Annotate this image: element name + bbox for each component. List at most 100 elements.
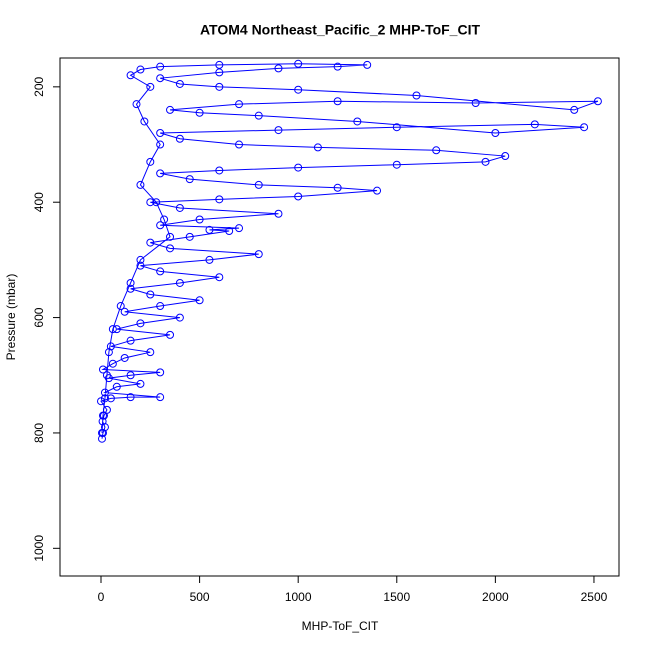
data-point <box>166 232 175 241</box>
data-point <box>333 62 342 71</box>
data-point <box>136 180 145 189</box>
data-point <box>132 100 141 109</box>
y-tick-label: 800 <box>32 423 46 443</box>
data-point <box>530 120 539 129</box>
x-tick-label: 2500 <box>581 590 608 604</box>
data-point <box>175 79 184 88</box>
data-point <box>235 140 244 149</box>
data-point <box>120 307 129 316</box>
data-point <box>106 394 115 403</box>
data-point <box>274 209 283 218</box>
data-point <box>373 186 382 195</box>
data-point <box>136 379 145 388</box>
y-tick-label: 600 <box>32 307 46 327</box>
data-point <box>156 62 165 71</box>
data-point <box>156 169 165 178</box>
data-point <box>392 160 401 169</box>
data-point <box>100 388 109 397</box>
data-point <box>195 215 204 224</box>
y-tick-label: 200 <box>32 77 46 97</box>
data-point <box>580 123 589 132</box>
data-point <box>104 348 113 357</box>
data-point <box>126 71 135 80</box>
data-point <box>225 227 234 236</box>
data-point <box>313 143 322 152</box>
data-point <box>152 198 161 207</box>
x-tick-label: 0 <box>98 590 105 604</box>
data-point <box>146 157 155 166</box>
data-point <box>235 224 244 233</box>
data-point <box>274 64 283 73</box>
data-point <box>102 405 111 414</box>
data-point <box>294 192 303 201</box>
data-point <box>156 140 165 149</box>
x-tick-label: 500 <box>190 590 210 604</box>
data-point <box>98 411 107 420</box>
plot-box <box>59 57 620 577</box>
y-tick-label: 1000 <box>32 535 46 562</box>
data-point <box>116 302 125 311</box>
data-point <box>392 123 401 132</box>
data-point <box>195 296 204 305</box>
data-point <box>593 97 602 106</box>
data-point <box>432 146 441 155</box>
data-point <box>166 105 175 114</box>
data-point <box>254 180 263 189</box>
data-point <box>294 163 303 172</box>
data-point <box>294 59 303 68</box>
data-point <box>205 255 214 264</box>
data-point <box>215 60 224 69</box>
data-point <box>146 82 155 91</box>
x-tick-label: 1500 <box>383 590 410 604</box>
x-axis-label: MHP-ToF_CIT <box>302 619 379 633</box>
data-point <box>501 152 510 161</box>
data-point <box>205 225 214 234</box>
data-point <box>166 330 175 339</box>
data-point <box>185 175 194 184</box>
y-axis-label: Pressure (mbar) <box>4 274 18 361</box>
data-point <box>570 105 579 114</box>
data-point <box>160 215 169 224</box>
data-point <box>100 394 109 403</box>
data-point <box>156 74 165 83</box>
data-point <box>215 166 224 175</box>
data-point <box>108 325 117 334</box>
y-tick-label: 400 <box>32 192 46 212</box>
data-point <box>363 60 372 69</box>
data-point <box>136 319 145 328</box>
data-point <box>97 428 106 437</box>
data-point <box>215 82 224 91</box>
data-point <box>126 284 135 293</box>
data-point <box>166 244 175 253</box>
data-point <box>156 393 165 402</box>
data-point <box>156 302 165 311</box>
data-point <box>195 108 204 117</box>
data-point <box>146 238 155 247</box>
data-point <box>175 278 184 287</box>
data-point <box>185 232 194 241</box>
data-point <box>146 198 155 207</box>
data-point <box>126 393 135 402</box>
data-point <box>254 111 263 120</box>
data-point <box>112 325 121 334</box>
data-point <box>333 97 342 106</box>
data-point <box>215 273 224 282</box>
x-tick-label: 2000 <box>482 590 509 604</box>
data-point <box>254 250 263 259</box>
data-point <box>156 368 165 377</box>
chart-title: ATOM4 Northeast_Pacific_2 MHP-ToF_CIT <box>200 22 481 38</box>
data-point <box>97 434 106 443</box>
data-point <box>140 117 149 126</box>
data-point <box>175 203 184 212</box>
data-point <box>136 65 145 74</box>
data-point <box>175 134 184 143</box>
data-point <box>102 371 111 380</box>
data-point <box>294 85 303 94</box>
data-point <box>333 183 342 192</box>
data-point <box>156 221 165 230</box>
data-point <box>98 417 107 426</box>
data-point <box>126 278 135 287</box>
data-point <box>215 195 224 204</box>
